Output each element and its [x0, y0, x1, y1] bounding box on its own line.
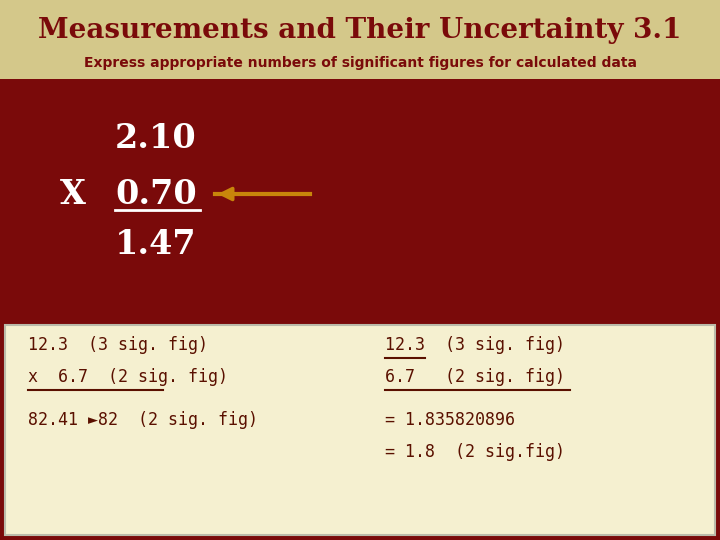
Text: 82.41 ►82  (2 sig. fig): 82.41 ►82 (2 sig. fig): [28, 411, 258, 429]
Bar: [5, 325, 715, 535]
Text: X: X: [60, 178, 86, 211]
Text: x  6.7  (2 sig. fig): x 6.7 (2 sig. fig): [28, 368, 228, 386]
Text: 1.47: 1.47: [115, 227, 197, 260]
Text: 12.3  (3 sig. fig): 12.3 (3 sig. fig): [385, 336, 565, 354]
Text: Express appropriate numbers of significant figures for calculated data: Express appropriate numbers of significa…: [84, 56, 636, 70]
Text: Measurements and Their Uncertainty 3.1: Measurements and Their Uncertainty 3.1: [38, 17, 682, 44]
Text: = 1.8  (2 sig.fig): = 1.8 (2 sig.fig): [385, 443, 565, 461]
Text: 2.10: 2.10: [115, 123, 197, 156]
Bar: [0, 0, 720, 79]
Text: 12.3  (3 sig. fig): 12.3 (3 sig. fig): [28, 336, 208, 354]
Text: 6.7   (2 sig. fig): 6.7 (2 sig. fig): [385, 368, 565, 386]
Text: = 1.835820896: = 1.835820896: [385, 411, 515, 429]
Text: 0.70: 0.70: [115, 178, 197, 211]
